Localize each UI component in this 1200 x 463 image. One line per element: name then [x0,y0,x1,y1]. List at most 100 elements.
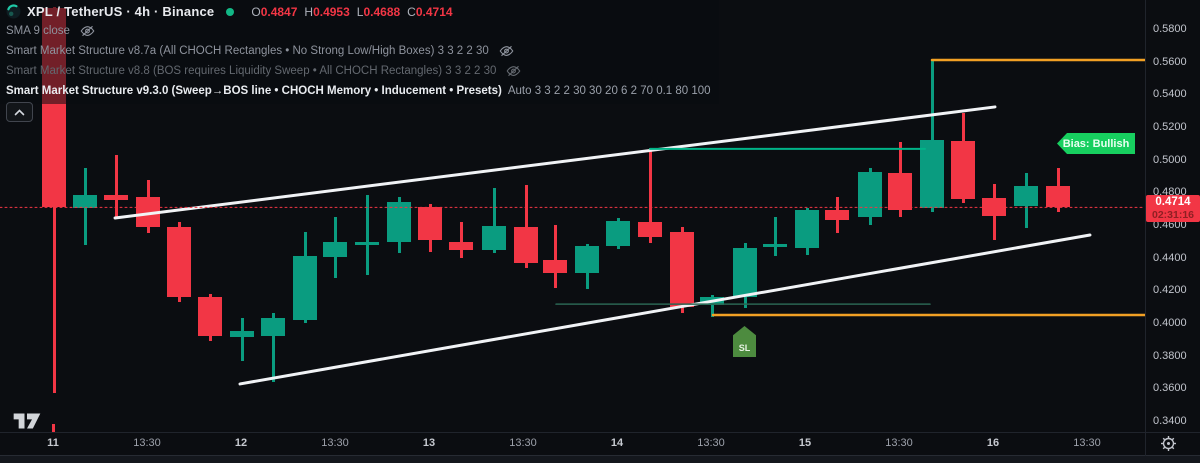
time-tick-label: 13:30 [1073,437,1101,449]
visibility-hidden-eye-icon[interactable] [499,45,514,57]
candle-body [543,259,567,274]
candle-low-tick [51,424,55,432]
candle-body [514,226,538,264]
candle-body [733,248,757,298]
candle-body [763,243,787,248]
candle-wick [114,154,118,217]
indicator-row-3[interactable]: Smart Market Structure v8.8 (BOS require… [6,61,711,81]
legend: XPL / TetherUS · 4h · Binance O0.4847 H 0.… [0,0,719,104]
axis-separator-vertical [1145,0,1146,456]
time-tick-label: 13:30 [885,437,913,449]
candle-body [888,172,912,210]
last-price-label: 0.4714 02:31:16 [1146,195,1200,222]
time-tick-label: 12 [234,437,248,449]
price-tick-label: 0.4600 [1153,219,1187,231]
window-bottom-strip [0,456,1200,463]
visibility-hidden-eye-icon[interactable] [506,65,521,77]
ohlc-value: 0.4688 [363,4,401,19]
candle-body [920,139,944,209]
price-tick-label: 0.5400 [1153,88,1187,101]
ohlc-value: 0.4847 [260,4,298,19]
candle-wick [459,222,463,258]
time-tick-label: 13:30 [697,437,725,449]
symbol-title[interactable]: XPL / TetherUS · 4h · Binance [27,4,215,19]
price-tick-label: 0.5800 [1153,23,1187,35]
bias-bullish-label[interactable]: Bias: Bullish [1057,133,1135,154]
bar-countdown: 02:31:16 [1151,209,1195,221]
axis-settings-gear-icon[interactable] [1160,435,1178,453]
price-tick-label: 0.3400 [1153,415,1187,427]
candle-body [73,194,97,209]
candle-body [418,207,442,241]
indicator-title[interactable]: Smart Market Structure v8.7a (All CHOCH … [6,45,489,57]
candle-wick [773,217,777,257]
indicator-row-1[interactable]: SMA 9 close [6,21,711,41]
time-tick-label: 11 [47,437,59,449]
candle-body [167,226,191,298]
candle-wick [553,225,557,289]
window-bottom-border [0,455,1200,456]
legend-collapse-button[interactable] [6,102,33,122]
last-price-value: 0.4714 [1155,196,1191,208]
indicator-title[interactable]: Smart Market Structure v9.3.0 (Sweep→BOS… [6,85,502,97]
market-status-dot-icon[interactable] [226,7,235,16]
time-tick-label: 14 [610,437,624,449]
time-tick-label: 15 [798,437,812,449]
candle-body [198,297,222,337]
indicator-rows: SMA 9 close Smart Market Structure v8.7a … [6,21,711,101]
candle-body [482,226,506,250]
chevron-up-icon [13,108,26,117]
price-tick-label: 0.5200 [1153,121,1187,133]
candle-body [575,245,599,274]
time-axis[interactable]: 11 13:30 12 13:30 13 13:30 14 13:30 15 13:30 16 13:… [0,432,1200,456]
candle-body [638,222,662,237]
indicator-title[interactable]: SMA 9 close [6,25,70,37]
candle-wick [524,185,528,268]
candle-body [670,232,694,307]
candle-body [261,318,285,337]
price-tick-label: 0.5600 [1153,55,1187,68]
price-tick-label: 0.4200 [1153,284,1187,297]
candle-body [606,220,630,246]
candle-body [136,196,160,227]
ohlc-key: H [304,4,314,19]
time-tick-label: 16 [986,437,1000,449]
candle-body [387,201,411,242]
candle-body [982,198,1006,217]
visibility-hidden-eye-icon[interactable] [80,25,95,37]
indicator-row-2[interactable]: Smart Market Structure v8.7a (All CHOCH … [6,41,711,61]
candle-body [1046,185,1070,208]
price-tick-label: 0.4000 [1153,317,1187,329]
ohlc-key: O [251,4,261,19]
candle-body [230,331,254,338]
indicator-title[interactable]: Smart Market Structure v8.8 (BOS require… [6,65,497,77]
candle-wick [240,318,244,362]
price-tick-label: 0.4400 [1153,251,1187,264]
symbol-row[interactable]: XPL / TetherUS · 4h · Binance O0.4847 H 0.… [6,2,711,21]
candle-body [700,297,724,306]
candle-body [951,141,975,200]
price-tick-label: 0.3600 [1153,382,1187,395]
symbol-logo-icon [6,4,21,19]
axis-separator-horizontal [0,432,1200,433]
price-axis[interactable]: 0.5800 0.5600 0.5400 0.5200 0.5000 0.4800 0.46… [1146,0,1200,432]
candle-body [293,256,317,321]
indicator-row-4[interactable]: Smart Market Structure v9.3.0 (Sweep→BOS… [6,81,711,101]
candle-body [858,171,882,217]
candle-body [104,194,128,200]
time-tick-label: 13 [422,437,436,449]
ohlc-key: C [407,4,416,19]
time-tick-label: 13:30 [133,437,161,449]
candle-body [825,209,849,220]
candle-body [1014,185,1038,207]
chart-pane[interactable]: XPL / TetherUS · 4h · Binance O0.4847 H 0.… [0,0,1145,432]
price-tick-label: 0.3800 [1153,349,1187,362]
candle-wick [492,187,496,253]
tradingview-logo-icon[interactable] [12,411,42,432]
candle-wick [365,194,369,275]
candle-body [323,242,347,258]
candle-body [795,209,819,249]
candle-body [355,242,379,245]
price-tick-label: 0.5000 [1153,153,1187,166]
